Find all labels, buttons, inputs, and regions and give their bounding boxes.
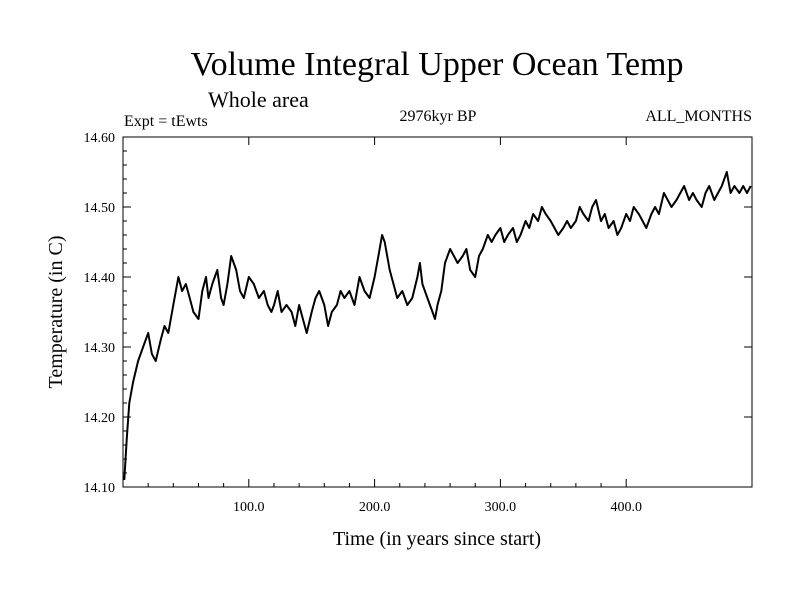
plot-frame <box>122 136 753 488</box>
x-axis: 100.0 200.0 300.0 400.0 <box>147 137 642 515</box>
temperature-series-line <box>123 171 752 481</box>
x-tick-label: 200.0 <box>359 500 391 515</box>
y-tick-label: 14.50 <box>84 201 116 216</box>
x-tick-label: 300.0 <box>485 500 517 515</box>
y-tick-label: 14.30 <box>84 341 116 356</box>
y-axis-title: Temperature (in C) <box>45 236 67 389</box>
y-tick-label: 14.10 <box>84 481 116 496</box>
y-tick-label: 14.60 <box>84 131 116 146</box>
chart-title: Volume Integral Upper Ocean Temp <box>191 46 684 83</box>
months-annotation: ALL_MONTHS <box>645 108 752 125</box>
experiment-annotation: Expt = tEwts <box>124 113 208 130</box>
y-axis: 14.10 14.20 14.30 14.40 14.50 14.60 <box>84 131 752 496</box>
chart-subtitle: Whole area <box>208 87 309 112</box>
y-tick-label: 14.40 <box>84 271 116 286</box>
x-tick-label: 400.0 <box>610 500 642 515</box>
x-axis-title: Time (in years since start) <box>333 528 541 550</box>
time-annotation: 2976kyr BP <box>400 108 477 125</box>
x-tick-label: 100.0 <box>233 500 265 515</box>
y-tick-label: 14.20 <box>84 411 116 426</box>
